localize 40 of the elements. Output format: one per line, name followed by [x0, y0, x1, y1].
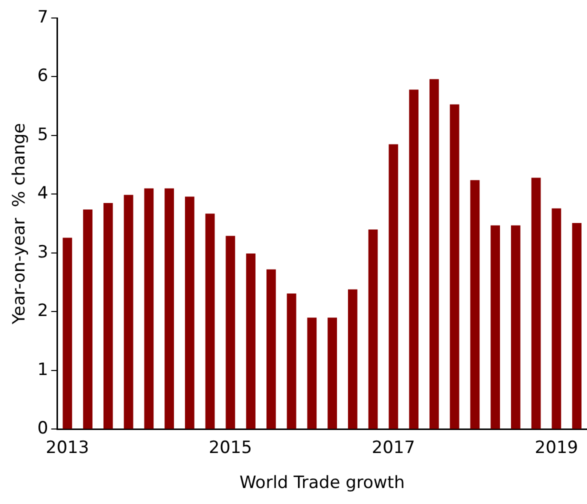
bar: [226, 236, 236, 429]
bar: [144, 188, 154, 429]
bar: [307, 318, 317, 429]
bar: [103, 203, 113, 429]
y-tick-label: 0: [37, 418, 48, 439]
bar: [205, 214, 215, 429]
bar: [328, 318, 337, 429]
bar: [348, 289, 358, 429]
bar: [450, 104, 460, 429]
y-tick-label: 7: [37, 7, 48, 28]
bar: [531, 178, 541, 429]
bar: [490, 225, 500, 429]
bar: [266, 269, 276, 429]
y-tick-label: 1: [37, 360, 48, 380]
bar: [552, 208, 562, 429]
bar: [429, 79, 439, 429]
bar: [62, 238, 72, 429]
y-tick-label: 6: [37, 66, 48, 86]
bar: [164, 188, 174, 429]
y-tick-label: 2: [37, 301, 48, 322]
bar: [184, 196, 194, 429]
bar: [124, 194, 134, 429]
bar: [368, 229, 378, 429]
x-axis-title: World Trade growth: [240, 473, 405, 494]
x-tick-label: 2015: [208, 438, 252, 458]
bar: [388, 144, 398, 429]
y-axis-title: Year-on-year % change: [10, 122, 30, 326]
bar: [246, 254, 256, 429]
bar: [83, 210, 92, 429]
x-tick-label: 2013: [46, 438, 90, 458]
y-tick-label: 3: [37, 242, 48, 262]
bar: [510, 225, 520, 429]
x-tick-label: 2017: [372, 438, 416, 458]
bar: [286, 294, 296, 429]
bar: [470, 180, 480, 429]
x-tick-label: 2019: [534, 438, 578, 458]
bar: [572, 223, 582, 429]
y-tick-label: 5: [37, 124, 48, 145]
bar: [409, 90, 418, 429]
y-tick-label: 4: [37, 184, 48, 204]
